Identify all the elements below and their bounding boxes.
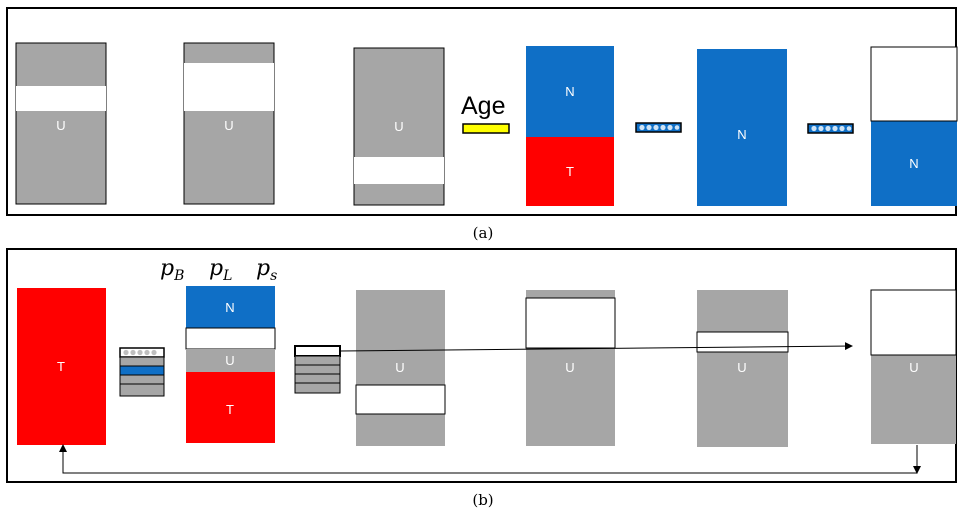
- normal-label: N: [909, 156, 918, 171]
- normal-region: [697, 49, 787, 206]
- panel-a-caption: (a): [473, 224, 494, 242]
- panel-a-box-2: U: [183, 42, 275, 205]
- unknown-region: [15, 42, 107, 205]
- panel-b-box-6: U: [870, 289, 957, 444]
- normal-region: [186, 286, 275, 328]
- beaded-filter-icon: [635, 122, 682, 133]
- selected-band: [184, 63, 274, 111]
- beaded-filter-icon: [807, 123, 854, 134]
- panel-a-box-5: N: [697, 49, 787, 206]
- unknown-label: U: [394, 119, 403, 134]
- tumor-region: [186, 372, 275, 443]
- tumor-label: T: [57, 359, 65, 374]
- empty-region: [870, 46, 958, 122]
- loop-back-arrowhead-right: [913, 466, 921, 474]
- layered-stack-icon: [294, 345, 341, 394]
- panel-b: pB pL ps T N U: [6, 248, 957, 509]
- empty-region: [185, 327, 276, 350]
- yellow-bar-icon: [462, 123, 510, 134]
- unknown-region: [186, 349, 275, 372]
- panel-a: U U U Age N T: [6, 7, 958, 242]
- panel-b-box-5: U: [696, 290, 789, 447]
- panel-a-box-1: U: [15, 42, 107, 205]
- tumor-label: T: [226, 402, 234, 417]
- normal-region: [871, 121, 957, 206]
- empty-region: [870, 289, 957, 356]
- unknown-region: [356, 290, 445, 446]
- age-label: Age: [461, 92, 505, 120]
- unknown-region: [871, 355, 956, 444]
- panel-b-box-2: N U T: [185, 286, 276, 443]
- normal-label: N: [225, 300, 234, 315]
- tumor-region: [17, 288, 106, 445]
- selected-band: [355, 384, 446, 415]
- unknown-label: U: [395, 360, 404, 375]
- panel-a-box-4: N T: [526, 46, 614, 206]
- selected-band: [354, 157, 444, 184]
- unknown-label: U: [737, 360, 746, 375]
- loop-back-arrowhead-left: [59, 444, 67, 452]
- selected-band: [696, 331, 789, 353]
- panel-a-box-3: U: [353, 47, 445, 206]
- normal-label: N: [565, 84, 574, 99]
- p-b-label: pB: [160, 256, 184, 284]
- unknown-label: U: [565, 360, 574, 375]
- panel-b-box-4: U: [525, 290, 616, 446]
- panel-a-box-6: N: [870, 46, 958, 206]
- unknown-label: U: [56, 118, 65, 133]
- unknown-label: U: [909, 360, 918, 375]
- unknown-region: [697, 290, 788, 447]
- p-l-label: pL: [209, 256, 232, 284]
- panel-b-caption: (b): [472, 491, 493, 509]
- selection-arrow: [339, 342, 853, 352]
- unknown-label: U: [225, 353, 234, 368]
- layered-stack-icon: [119, 347, 165, 397]
- panel-b-box-1: T: [17, 288, 106, 445]
- unknown-label: U: [224, 118, 233, 133]
- panel-b-box-3: U: [355, 290, 446, 446]
- normal-label: N: [737, 127, 746, 142]
- normal-region: [526, 46, 614, 137]
- selected-band: [16, 86, 106, 111]
- loop-back-arrow: [62, 445, 918, 474]
- tumor-label: T: [566, 164, 574, 179]
- tumor-region: [526, 137, 614, 206]
- p-s-label: ps: [256, 256, 277, 284]
- probability-labels: pB pL ps: [160, 256, 277, 284]
- selected-band: [525, 297, 616, 349]
